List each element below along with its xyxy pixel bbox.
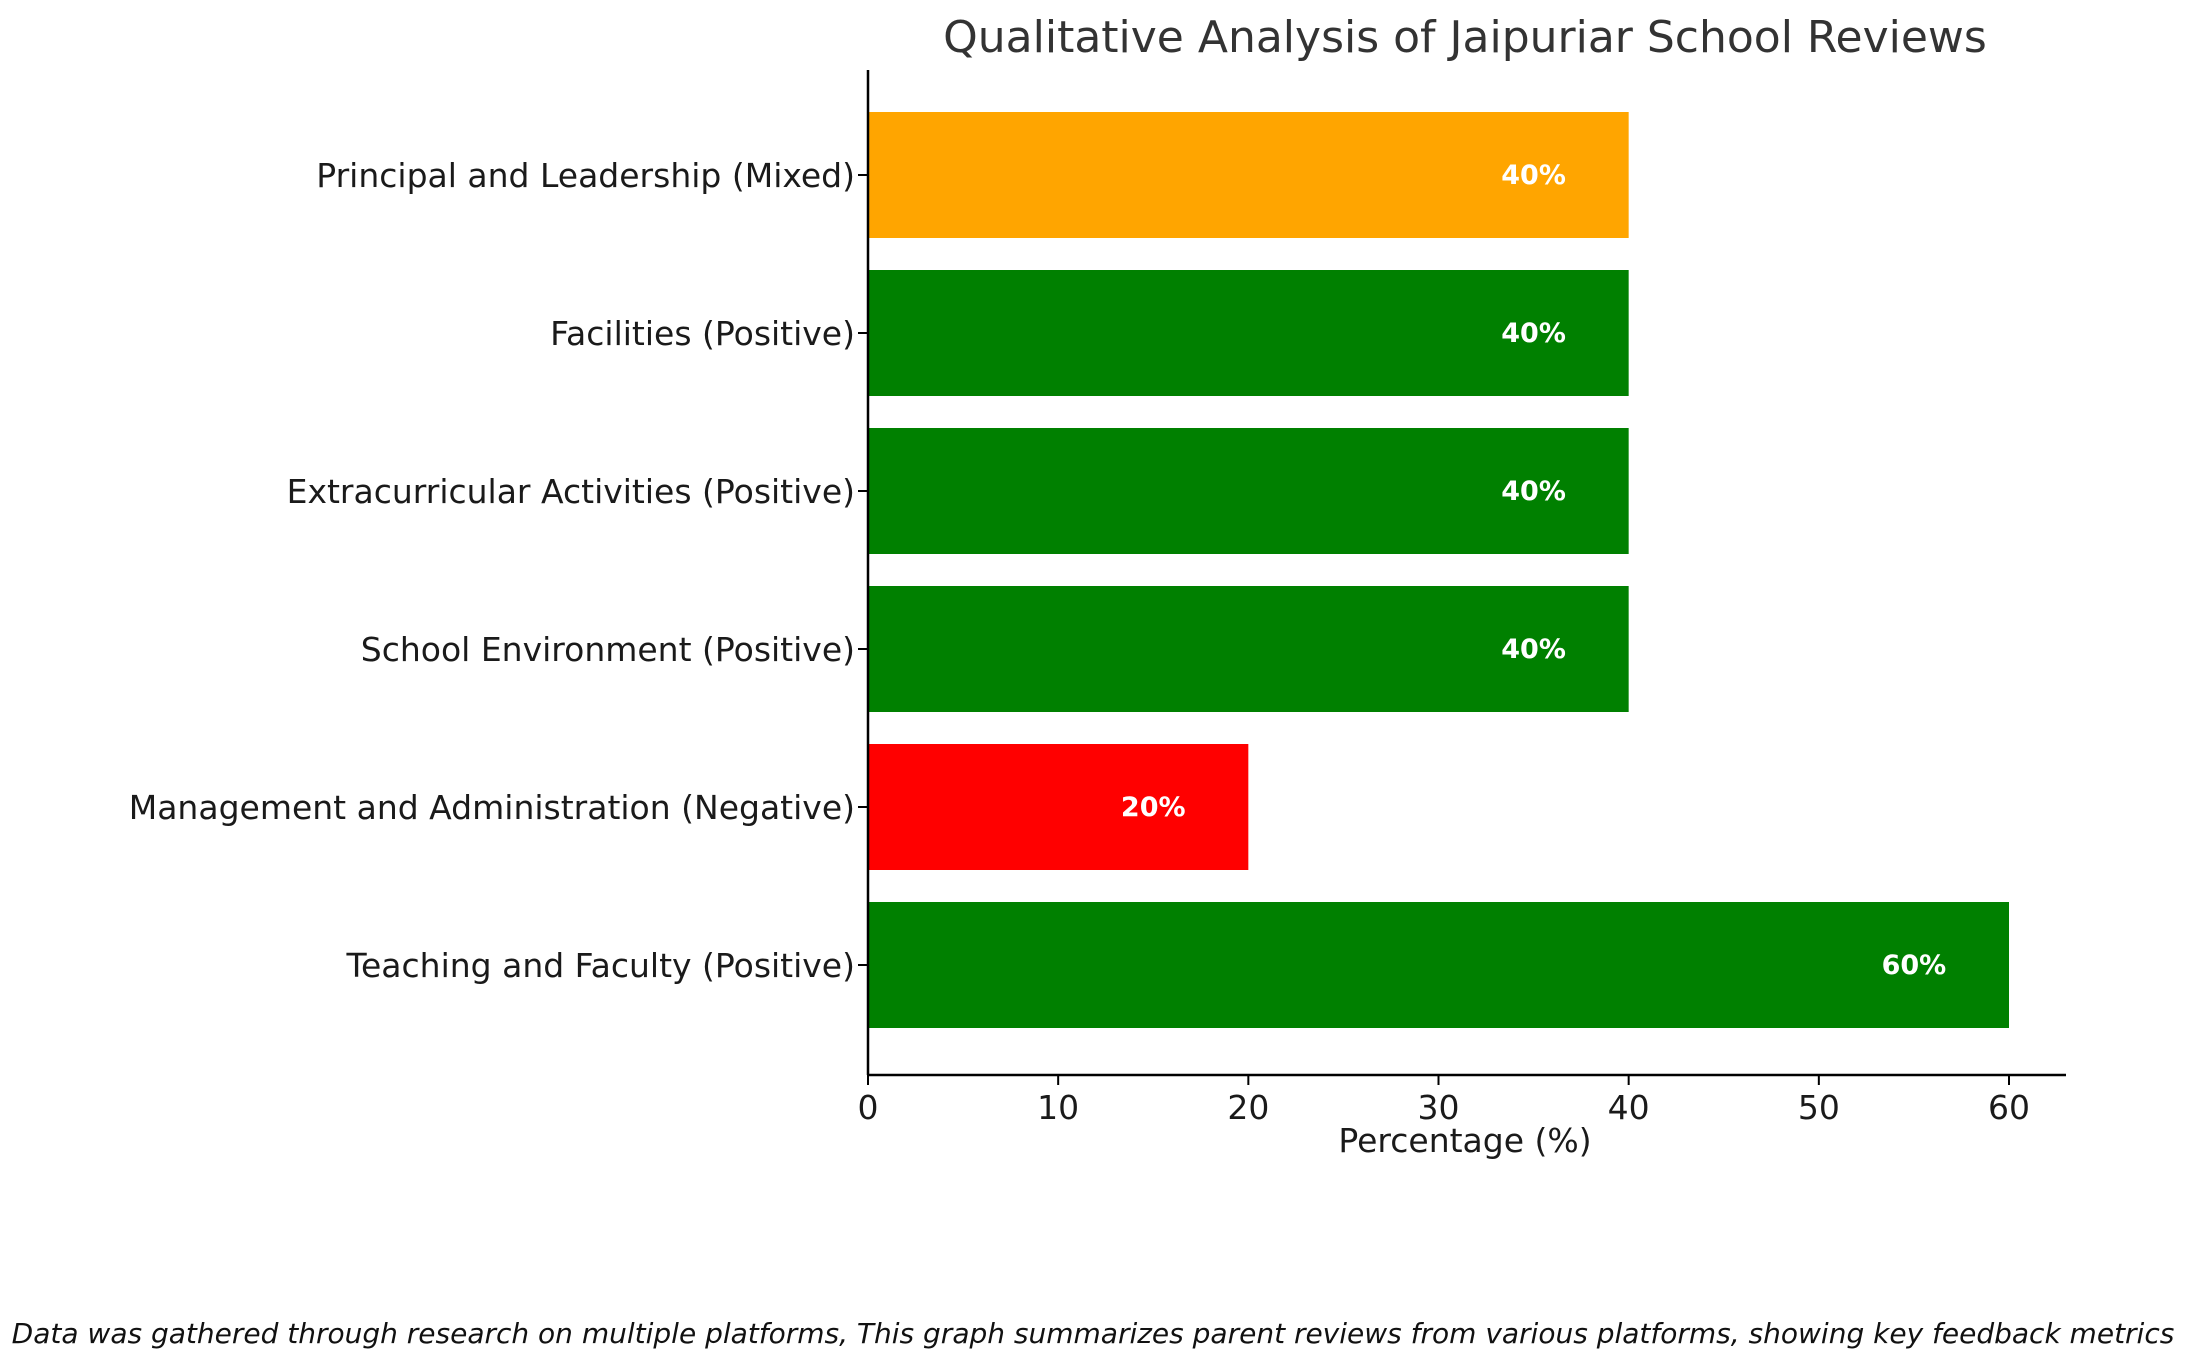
- category-label-4: Facilities (Positive): [550, 314, 855, 353]
- data-label-3: 40%: [1501, 476, 1566, 507]
- x-tick-label-1: 10: [1037, 1088, 1079, 1127]
- x-tick-label-4: 40: [1608, 1088, 1650, 1127]
- data-label-1: 20%: [1121, 792, 1186, 823]
- category-label-5: Principal and Leadership (Mixed): [316, 156, 855, 195]
- bar-4: [868, 270, 1629, 396]
- footnote: Data was gathered through research on mu…: [12, 1317, 2175, 1350]
- data-label-0: 60%: [1882, 950, 1947, 981]
- bar-3: [868, 428, 1629, 554]
- category-labels: Teaching and Faculty (Positive) Managemen…: [129, 156, 868, 985]
- x-tick-label-5: 50: [1798, 1088, 1840, 1127]
- x-tick-label-0: 0: [858, 1088, 879, 1127]
- data-label-5: 40%: [1501, 160, 1566, 191]
- category-label-0: Teaching and Faculty (Positive): [345, 946, 855, 985]
- category-label-2: School Environment (Positive): [361, 630, 855, 669]
- bar-0: [868, 902, 2009, 1028]
- x-tick-label-3: 30: [1418, 1088, 1460, 1127]
- category-label-1: Management and Administration (Negative): [129, 788, 855, 827]
- x-axis-label: Percentage (%): [1338, 1121, 1591, 1160]
- axes: [866, 70, 2066, 1077]
- chart-title: Qualitative Analysis of Jaipuriar School…: [943, 12, 1987, 63]
- bar-5: [868, 112, 1629, 238]
- data-label-4: 40%: [1501, 318, 1566, 349]
- x-tick-label-6: 60: [1988, 1088, 2030, 1127]
- x-tick-label-2: 20: [1227, 1088, 1269, 1127]
- bars-layer: 60% 20% 40% 40% 40% 40%: [868, 112, 2009, 1028]
- data-label-2: 40%: [1501, 634, 1566, 665]
- bar-2: [868, 586, 1629, 712]
- bar-1: [868, 744, 1249, 870]
- category-label-3: Extracurricular Activities (Positive): [287, 472, 855, 511]
- x-ticks: 0 10 20 30 40 50 60: [858, 1075, 2030, 1127]
